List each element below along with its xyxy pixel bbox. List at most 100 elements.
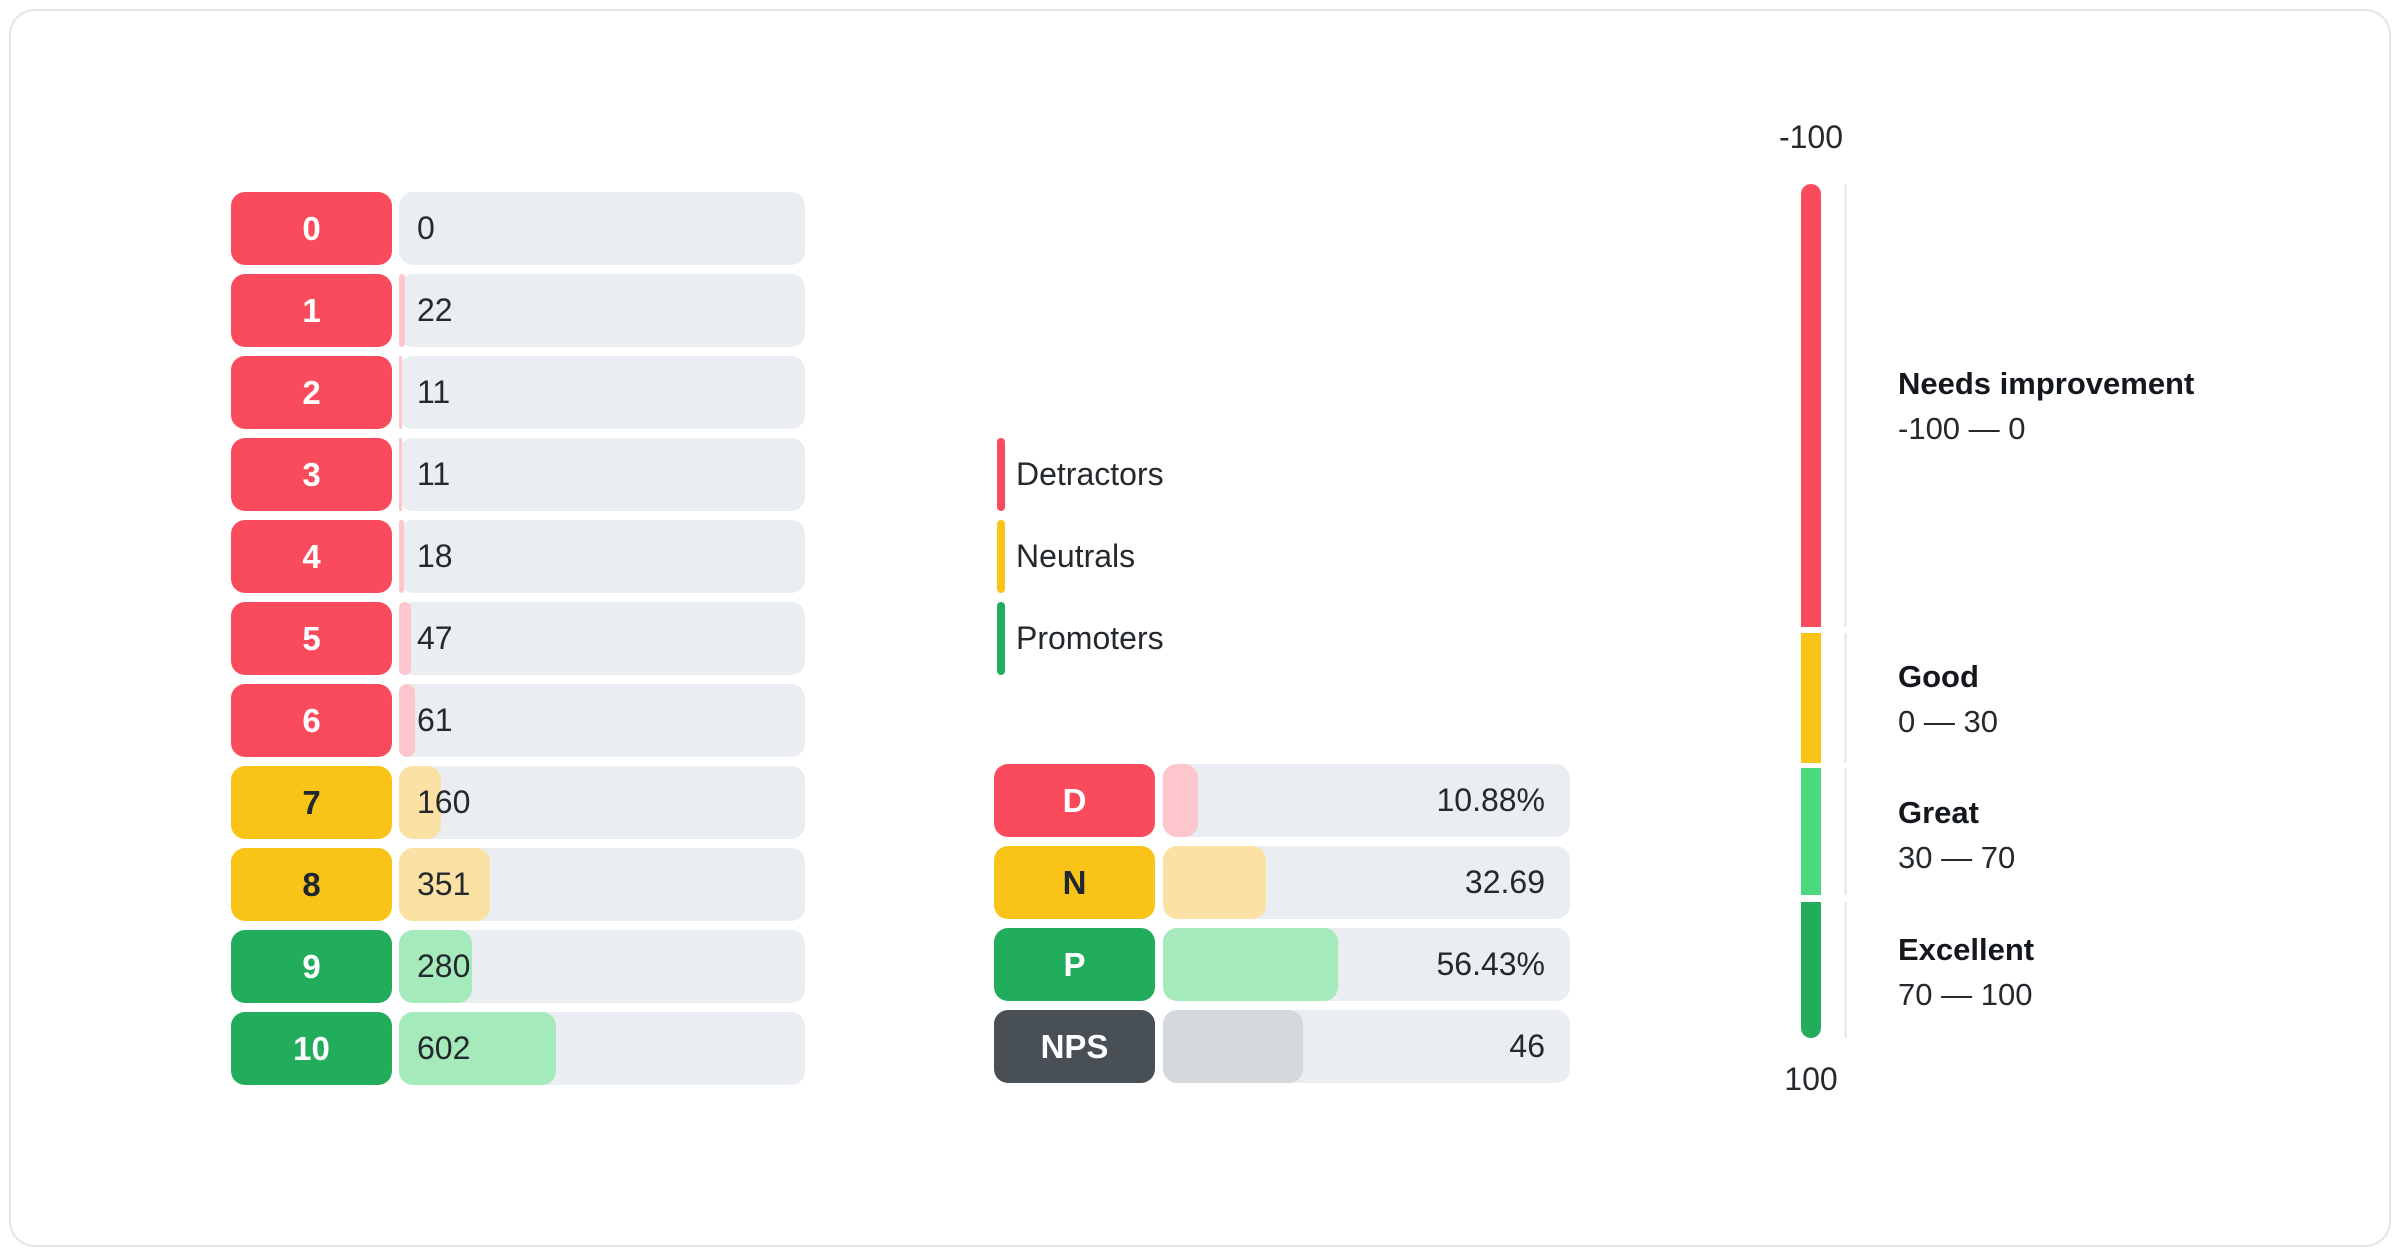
score-chip: 8 xyxy=(231,848,392,921)
gauge-segment-great xyxy=(1801,768,1821,895)
summary-chip: D xyxy=(994,764,1155,837)
legend-item-promoters[interactable]: Promoters xyxy=(997,602,1164,675)
gauge-axis-line-segment xyxy=(1844,184,1847,627)
score-bar-fill xyxy=(399,602,412,675)
score-chip: 9 xyxy=(231,930,392,1003)
gauge-min-label: 100 xyxy=(1784,1061,1838,1097)
distribution-row: 10 602 xyxy=(231,1012,805,1085)
summary-value: 10.88% xyxy=(1436,782,1545,818)
gauge-segment-good xyxy=(1801,633,1821,763)
score-count: 160 xyxy=(417,784,471,820)
summary-track: 10.88% xyxy=(1163,764,1570,837)
score-bar-fill xyxy=(399,930,472,1003)
score-count: 280 xyxy=(417,948,471,984)
gauge-axis-line-segment xyxy=(1844,902,1847,1038)
summary-value: 56.43% xyxy=(1436,946,1545,982)
summary-track: 32.69 xyxy=(1163,846,1570,919)
gauge-axis-line xyxy=(1844,184,1847,1038)
score-count: 47 xyxy=(417,620,453,656)
score-count: 602 xyxy=(417,1030,471,1066)
score-bar-fill xyxy=(399,274,405,347)
score-bar-fill xyxy=(399,684,415,757)
distribution-row: 2 11 xyxy=(231,356,805,429)
gauge-band-needs-improvement: Needs improvement -100 — 0 xyxy=(1898,366,2194,447)
score-count: 11 xyxy=(417,374,451,410)
score-chip: 5 xyxy=(231,602,392,675)
distribution-row: 3 11 xyxy=(231,438,805,511)
gauge-segment-excellent xyxy=(1801,902,1821,1038)
legend-label: Detractors xyxy=(1016,456,1164,492)
gauge-band-title: Needs improvement xyxy=(1898,366,2195,401)
score-count: 22 xyxy=(417,292,453,328)
gauge-band-great: Great 30 — 70 xyxy=(1898,795,2015,876)
gauge-axis-line-segment xyxy=(1844,633,1847,763)
legend-swatch-detractors xyxy=(997,438,1005,511)
score-chip: 4 xyxy=(231,520,392,593)
score-track: 0 xyxy=(399,192,805,265)
legend-swatch-neutrals xyxy=(997,520,1005,593)
summary-row-detractors: D 10.88% xyxy=(994,764,1570,837)
gauge-band-range: -100 — 0 xyxy=(1898,411,2026,446)
score-track: 602 xyxy=(399,1012,805,1085)
gauge-band-range: 30 — 70 xyxy=(1898,840,2016,875)
summary-chart: D 10.88% N 32.69 P 56.43% NPS 46 xyxy=(994,764,1570,1083)
score-bar-fill xyxy=(399,520,404,593)
score-track: 61 xyxy=(399,684,805,757)
score-track: 280 xyxy=(399,930,805,1003)
score-bar-fill xyxy=(399,356,402,429)
score-track: 22 xyxy=(399,274,805,347)
score-bar-fill xyxy=(399,438,402,511)
summary-row-promoters: P 56.43% xyxy=(994,928,1570,1001)
gauge-band-title: Excellent xyxy=(1898,932,2035,967)
score-bar-fill xyxy=(399,1012,556,1085)
distribution-row: 5 47 xyxy=(231,602,805,675)
score-chip: 7 xyxy=(231,766,392,839)
summary-row-neutrals: N 32.69 xyxy=(994,846,1570,919)
gauge-segment-needs-improvement xyxy=(1801,184,1821,627)
gauge-band-title: Good xyxy=(1898,659,1979,694)
gauge-band-range: 0 — 30 xyxy=(1898,704,1998,739)
summary-track: 46 xyxy=(1163,1010,1570,1083)
summary-value: 46 xyxy=(1509,1028,1545,1064)
score-distribution-chart: 0 0 1 22 2 11 3 11 xyxy=(231,192,805,1085)
summary-value: 32.69 xyxy=(1464,864,1545,900)
score-track: 11 xyxy=(399,438,805,511)
legend-label: Neutrals xyxy=(1016,538,1136,574)
score-track: 351 xyxy=(399,848,805,921)
gauge-band-excellent: Excellent 70 — 100 xyxy=(1898,932,2034,1013)
score-track: 47 xyxy=(399,602,805,675)
gauge-axis-line-segment xyxy=(1844,768,1847,895)
legend-label: Promoters xyxy=(1016,620,1164,656)
legend-item-detractors[interactable]: Detractors xyxy=(997,438,1164,511)
distribution-row: 9 280 xyxy=(231,930,805,1003)
distribution-row: 4 18 xyxy=(231,520,805,593)
distribution-row: 0 0 xyxy=(231,192,805,265)
gauge-band-title: Great xyxy=(1898,795,1979,830)
score-chip: 3 xyxy=(231,438,392,511)
score-chip: 10 xyxy=(231,1012,392,1085)
summary-chip: N xyxy=(994,846,1155,919)
summary-track: 56.43% xyxy=(1163,928,1570,1001)
score-chip: 2 xyxy=(231,356,392,429)
distribution-row: 1 22 xyxy=(231,274,805,347)
score-count: 0 xyxy=(417,210,435,246)
score-track: 11 xyxy=(399,356,805,429)
summary-row-nps: NPS 46 xyxy=(994,1010,1570,1083)
summary-chip: P xyxy=(994,928,1155,1001)
distribution-row: 6 61 xyxy=(231,684,805,757)
summary-bar-fill xyxy=(1163,764,1198,837)
score-track: 160 xyxy=(399,766,805,839)
gauge-band-range: 70 — 100 xyxy=(1898,977,2033,1012)
score-chip: 6 xyxy=(231,684,392,757)
distribution-row: 7 160 xyxy=(231,766,805,839)
summary-chip: NPS xyxy=(994,1010,1155,1083)
summary-bar-fill xyxy=(1163,928,1338,1001)
score-chip: 0 xyxy=(231,192,392,265)
gauge-max-label: -100 xyxy=(1778,119,1844,155)
gauge-bar xyxy=(1801,184,1821,1038)
summary-bar-fill xyxy=(1163,846,1266,919)
legend-item-neutrals[interactable]: Neutrals xyxy=(997,520,1164,593)
score-count: 18 xyxy=(417,538,453,574)
distribution-row: 8 351 xyxy=(231,848,805,921)
